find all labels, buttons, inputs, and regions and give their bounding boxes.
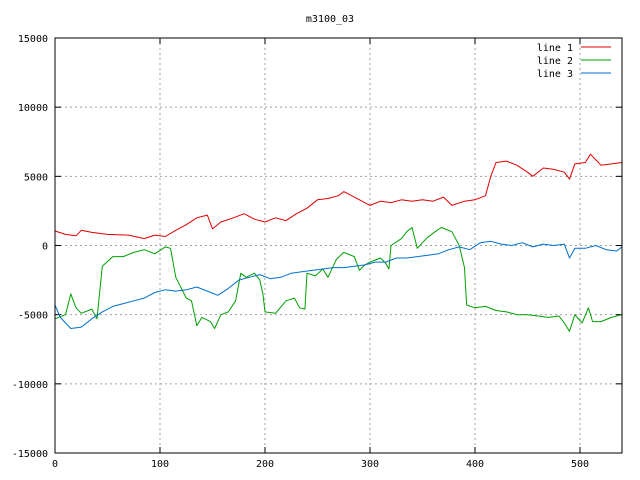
x-tick-label: 400 — [466, 459, 484, 470]
series-line-2 — [54, 227, 623, 332]
series-group — [54, 153, 623, 332]
y-tick-label: 15000 — [18, 34, 48, 45]
chart-title: m3100_03 — [306, 14, 354, 25]
y-tick-label: -10000 — [12, 380, 48, 391]
x-tick-label: 100 — [151, 459, 169, 470]
x-tick-label: 0 — [52, 459, 58, 470]
x-tick-label: 500 — [571, 459, 589, 470]
axis-ticks: 0 100 200 300 400 500 -15000 -10000 -5000 0 5000 10… — [12, 34, 622, 470]
x-tick-label: 200 — [256, 459, 274, 470]
series-line-1 — [54, 153, 623, 240]
y-tick-label: -15000 — [12, 449, 48, 460]
legend-label-3: line 3 — [537, 69, 573, 80]
y-tick-label: -5000 — [18, 311, 48, 322]
y-tick-label: 10000 — [18, 103, 48, 114]
grid — [55, 38, 622, 453]
y-tick-label: 0 — [42, 242, 48, 253]
series-line-3 — [54, 240, 623, 329]
plot-frame — [54, 37, 623, 454]
legend: line 1 line 2 line 3 — [537, 43, 611, 80]
legend-label-2: line 2 — [537, 56, 573, 67]
x-tick-label: 300 — [361, 459, 379, 470]
legend-label-1: line 1 — [537, 43, 573, 54]
y-tick-label: 5000 — [24, 172, 48, 183]
